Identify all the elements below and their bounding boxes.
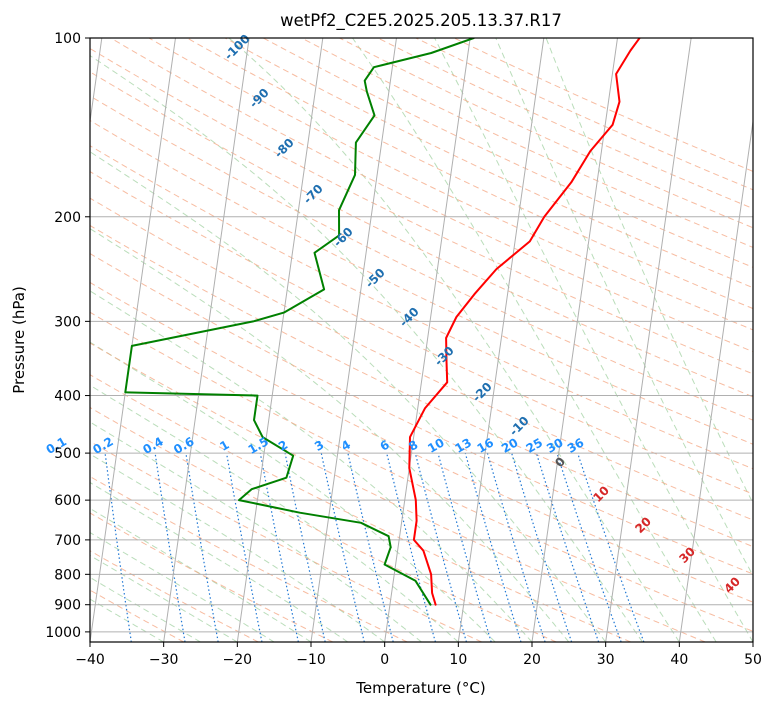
isotherm-line bbox=[310, 38, 397, 642]
isotherm-line bbox=[678, 117, 753, 642]
dry-adiabat-line bbox=[90, 47, 753, 375]
y-tick-label: 700 bbox=[54, 533, 81, 549]
x-tick-label: 0 bbox=[380, 652, 389, 668]
isotherm-line bbox=[236, 38, 324, 642]
x-axis-label: Temperature (°C) bbox=[355, 679, 485, 697]
y-tick-label: 600 bbox=[54, 493, 81, 509]
isotherm-line bbox=[384, 38, 471, 642]
isotherm-line bbox=[90, 38, 176, 642]
x-tick-label: −20 bbox=[223, 652, 253, 668]
y-tick-label: 900 bbox=[54, 598, 81, 614]
moist-adiabat-line bbox=[90, 54, 643, 642]
isobars bbox=[90, 38, 753, 633]
moist-adiabat-line bbox=[90, 576, 201, 642]
x-tick-label: −40 bbox=[75, 652, 105, 668]
isotherm-line bbox=[457, 38, 545, 642]
moist-adiabat-line bbox=[228, 38, 680, 642]
y-tick-label: 300 bbox=[54, 314, 81, 330]
dry-adiabat-line bbox=[224, 38, 753, 289]
chart-title: wetPf2_C2E5.2025.205.13.37.R17 bbox=[280, 11, 562, 31]
moist-adiabat-line bbox=[90, 531, 275, 642]
mixing-ratio-line bbox=[154, 453, 186, 642]
temperature-line bbox=[408, 38, 641, 606]
mixing-ratio-line bbox=[437, 452, 492, 642]
x-tick-label: 30 bbox=[597, 652, 615, 668]
dry-adiabat-line bbox=[90, 224, 753, 548]
dewpoint-line bbox=[124, 38, 475, 606]
mixing-ratio-line bbox=[464, 452, 522, 642]
isotherm-line bbox=[163, 38, 250, 642]
y-tick-label: 800 bbox=[54, 567, 81, 583]
dry-adiabat-line bbox=[90, 374, 631, 642]
moist-adiabat-line bbox=[352, 38, 717, 642]
moist-adiabat-line bbox=[434, 38, 753, 642]
dry-adiabat-line bbox=[90, 171, 753, 495]
moist-adiabat-line bbox=[545, 38, 753, 505]
dry-adiabat-line bbox=[186, 38, 753, 310]
mixing-ratio-line bbox=[535, 452, 600, 642]
mixing-ratio-line bbox=[185, 453, 219, 642]
moist-adiabat-line bbox=[90, 341, 496, 642]
dry-adiabat-line bbox=[90, 145, 753, 470]
moist-adiabat-line bbox=[90, 554, 238, 642]
dry-adiabat-line bbox=[110, 38, 753, 353]
mixing-ratio-line bbox=[386, 452, 436, 642]
dry-adiabat-line bbox=[90, 311, 753, 632]
dry-adiabat-line bbox=[90, 119, 753, 445]
sounding-lines bbox=[124, 38, 641, 606]
x-tick-label: 10 bbox=[449, 652, 467, 668]
dry-adiabat-line bbox=[90, 252, 753, 575]
moist-adiabat-line bbox=[90, 384, 459, 642]
x-tick-label: 40 bbox=[670, 652, 688, 668]
moist-adiabat-line bbox=[90, 453, 385, 642]
moist-adiabat-line bbox=[90, 421, 422, 642]
x-tick-label: −10 bbox=[296, 652, 326, 668]
x-tick-label: −30 bbox=[149, 652, 179, 668]
y-tick-label: 200 bbox=[54, 210, 81, 226]
y-axis: 100 200 300 400 500 600 700 800 900 1000 bbox=[45, 31, 90, 641]
mixing-ratio-line bbox=[486, 452, 546, 642]
moist-adiabat-line bbox=[90, 598, 164, 642]
mixing-ratio-line bbox=[414, 452, 467, 642]
x-tick-label: 50 bbox=[744, 652, 762, 668]
dry-adiabat-line bbox=[90, 406, 557, 642]
y-axis-label: Pressure (hPa) bbox=[10, 286, 28, 394]
x-tick-label: 20 bbox=[523, 652, 541, 668]
dry-adiabat-line bbox=[90, 512, 334, 642]
x-axis: −40 −30 −20 −10 0 10 20 30 40 50 bbox=[75, 642, 762, 668]
mixing-ratio-line bbox=[577, 452, 645, 642]
dry-adiabat-line bbox=[90, 197, 753, 521]
mixing-ratio-line bbox=[556, 452, 622, 642]
y-tick-label: 1000 bbox=[45, 625, 81, 641]
dry-adiabats bbox=[90, 38, 753, 642]
mixing-ratio-line bbox=[225, 452, 263, 642]
moist-adiabat-line bbox=[495, 38, 753, 577]
isotherm-line bbox=[605, 38, 692, 642]
mixing-ratio-line bbox=[347, 452, 394, 642]
y-tick-label: 400 bbox=[54, 389, 81, 405]
isotherm-line bbox=[531, 38, 618, 642]
y-tick-label: 100 bbox=[54, 31, 81, 47]
moist-adiabat-line bbox=[90, 481, 349, 642]
dry-adiabat-line bbox=[90, 281, 753, 603]
isotherms bbox=[90, 38, 753, 642]
mixing-ratio-line bbox=[511, 452, 573, 642]
mixing-ratio-line bbox=[259, 452, 299, 642]
y-tick-label: 500 bbox=[54, 446, 81, 462]
mixing-ratio-lines bbox=[104, 452, 645, 642]
moist-adiabat-line bbox=[90, 151, 607, 642]
plot-frame bbox=[89, 37, 754, 643]
dry-adiabat-line bbox=[90, 550, 259, 642]
moist-adiabat-line bbox=[90, 290, 533, 642]
